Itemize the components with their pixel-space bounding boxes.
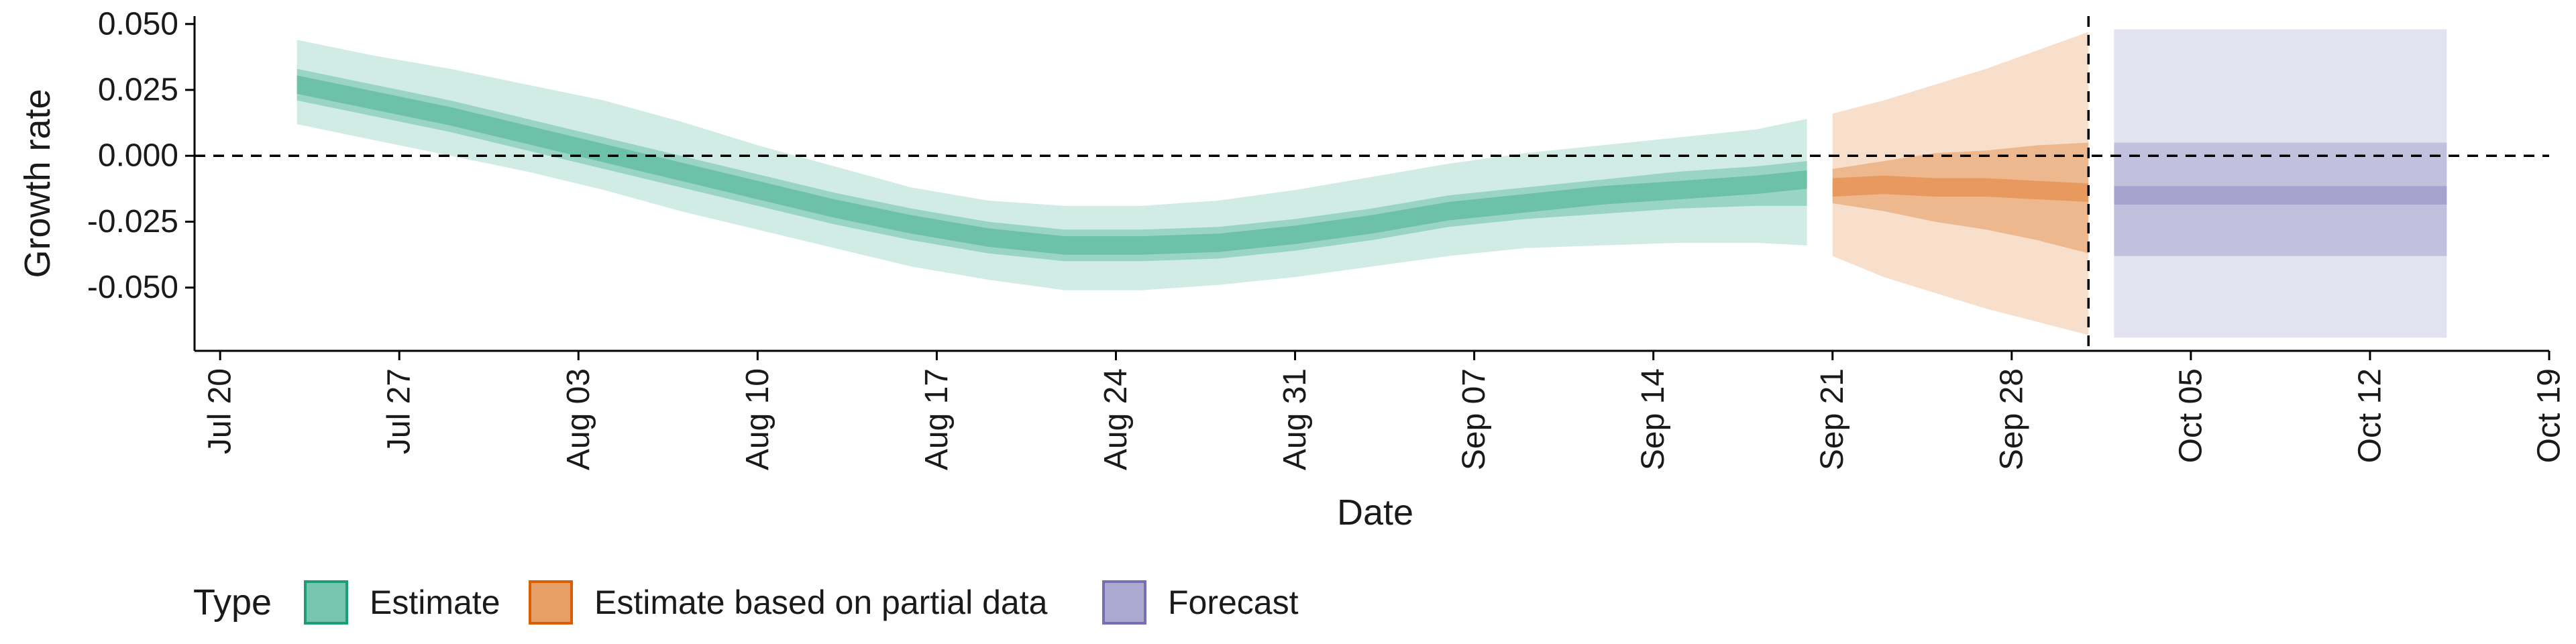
x-tick-label: Oct 12 (2352, 368, 2387, 463)
y-tick-label: 0.050 (98, 6, 178, 42)
axes (193, 16, 2549, 352)
x-tick-label: Aug 17 (919, 368, 955, 470)
x-tick-label: Aug 03 (561, 368, 596, 470)
reference-lines (195, 16, 2549, 351)
interval-90-band (297, 40, 1807, 290)
x-tick-label: Aug 10 (740, 368, 775, 470)
median-band (297, 75, 1807, 255)
x-tick-label: Sep 14 (1635, 368, 1671, 470)
legend-key-swatch (1102, 580, 1146, 625)
y-tick-label: -0.025 (87, 204, 178, 239)
legend-item-label: Estimate based on partial data (594, 584, 1048, 621)
legend-item-label: Forecast (1168, 584, 1299, 621)
y-tick-label: 0.025 (98, 72, 178, 108)
series-forecast (2114, 29, 2447, 338)
legend: Type Estimate Estimate based on partial d… (193, 580, 1299, 625)
legend-title: Type (193, 582, 272, 623)
legend-item-label: Estimate (370, 584, 500, 621)
legend-key-swatch (529, 580, 573, 625)
interval-50-band (297, 68, 1807, 262)
interval-90-band (1832, 32, 2089, 335)
series-estimate (297, 40, 1807, 290)
x-ticks: Jul 20 Jul 27 Aug 03 Aug 10 Aug 17 Aug 24 Aug … (203, 351, 2567, 470)
interval-90-band (2114, 29, 2447, 338)
legend-key-swatch (304, 580, 348, 625)
x-tick-label: Jul 27 (382, 368, 417, 454)
x-tick-label: Oct 19 (2532, 368, 2567, 463)
x-tick-label: Oct 05 (2173, 368, 2208, 463)
y-ticks: 0.050 0.025 0.000 -0.025 -0.050 (87, 6, 195, 305)
x-axis-title: Date (1337, 492, 1413, 533)
x-tick-label: Aug 24 (1098, 368, 1134, 470)
x-tick-label: Aug 31 (1277, 368, 1313, 470)
interval-50-band (2114, 142, 2447, 256)
x-tick-label: Sep 21 (1815, 368, 1850, 470)
interval-50-band (1832, 142, 2089, 254)
series-estimate-based-on-partial-data (1832, 32, 2089, 335)
median-band (1832, 175, 2089, 202)
y-tick-label: -0.050 (87, 270, 178, 305)
y-axis-title: Growth rate (17, 89, 58, 278)
x-tick-label: Sep 07 (1456, 368, 1492, 470)
band-layer (297, 29, 2447, 338)
y-tick-label: 0.000 (98, 138, 178, 174)
median-band (2114, 186, 2447, 205)
x-tick-label: Sep 28 (1994, 368, 2029, 470)
x-tick-label: Jul 20 (203, 368, 238, 454)
